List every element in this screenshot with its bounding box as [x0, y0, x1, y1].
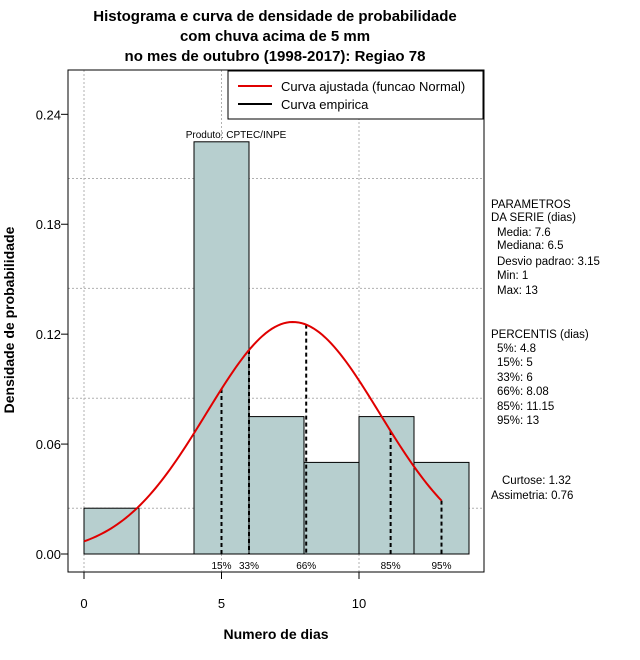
normal-curve-line: [83, 320, 443, 543]
legend-box: [227, 70, 484, 120]
x-tick-label-1: 5: [218, 596, 225, 611]
chart-title-line-3: no mes de outubro (1998-2017): Regiao 78: [125, 48, 426, 65]
param-desvio: Desvio padrao: 3.15: [497, 256, 600, 268]
y-axis: 0.00 0.06 0.12 0.18 0.24: [36, 107, 69, 562]
y-tick-label-0: 0.00: [36, 547, 61, 562]
histogram-bar-5: [358, 416, 415, 555]
y-tick-label-4: 0.24: [36, 107, 61, 122]
percentil-15: 15%: 5: [497, 357, 533, 369]
legend-label-normal: Curva ajustada (funcao Normal): [281, 79, 465, 94]
percentile-label-4: 95%: [431, 561, 451, 572]
x-tick-label-2: 10: [352, 596, 366, 611]
histogram-bar-4: [303, 461, 360, 555]
params-title-2: DA SERIE (dias): [491, 212, 576, 224]
x-axis-label: Numero de dias: [223, 626, 328, 642]
percentil-85: 85%: 11.15: [497, 401, 554, 413]
side-panel: PARAMETROS DA SERIE (dias) Media: 7.6 Me…: [491, 199, 600, 502]
curtose-value: Curtose: 1.32: [502, 475, 571, 487]
assimetria-value: Assimetria: 0.76: [491, 490, 573, 502]
percentil-5: 5%: 4.8: [497, 343, 536, 355]
y-tick-label-3: 0.18: [36, 217, 61, 232]
percentile-lines-layer: 15% 33% 66% 85% 95%: [211, 324, 452, 572]
y-tick-label-2: 0.12: [36, 327, 61, 342]
legend: Curva ajustada (funcao Normal) Curva emp…: [227, 70, 484, 120]
percentile-label-1: 33%: [239, 561, 259, 572]
param-mediana: Mediana: 6.5: [497, 240, 564, 252]
params-title-1: PARAMETROS: [491, 199, 571, 211]
y-axis-label: Densidade de probabilidade: [1, 226, 17, 413]
param-min: Min: 1: [497, 270, 528, 282]
percentil-66: 66%: 8.08: [497, 386, 549, 398]
chart-title-line-2: com chuva acima de 5 mm: [180, 28, 370, 45]
percentil-95: 95%: 13: [497, 415, 539, 427]
percentile-label-2: 66%: [296, 561, 316, 572]
y-tick-label-1: 0.06: [36, 437, 61, 452]
bars-layer: [83, 141, 470, 555]
legend-label-empirical: Curva empirica: [281, 97, 369, 112]
param-max: Max: 13: [497, 285, 538, 297]
percentile-label-0: 15%: [211, 561, 231, 572]
percentil-33: 33%: 6: [497, 372, 533, 384]
percentis-title: PERCENTIS (dias): [491, 329, 589, 341]
param-media: Media: 7.6: [497, 227, 551, 239]
product-annotation: Produto: CPTEC/INPE: [186, 130, 287, 141]
chart-title-line-1: Histograma e curva de densidade de proba…: [93, 8, 456, 25]
x-tick-label-0: 0: [80, 596, 87, 611]
x-axis: 0 5 10: [80, 571, 366, 611]
histogram-bar-2: [193, 141, 250, 555]
histogram-bar-3: [248, 416, 305, 555]
percentile-label-3: 85%: [381, 561, 401, 572]
